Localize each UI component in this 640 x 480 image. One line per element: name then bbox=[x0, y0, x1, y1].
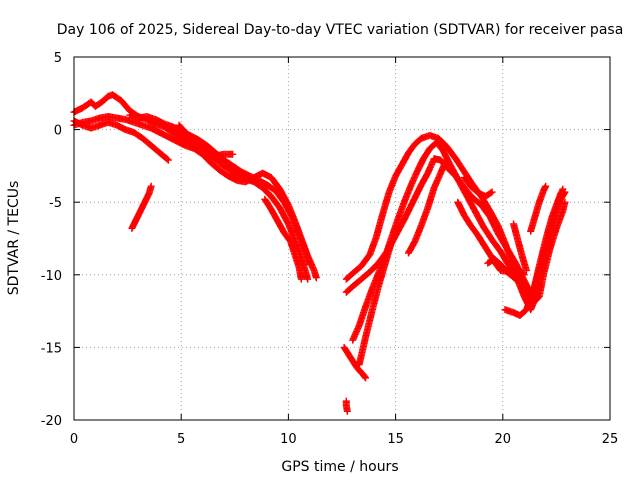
y-tick-labels: 5 0 -5 -10 -15 -20 bbox=[41, 51, 62, 429]
axis-ticks bbox=[73, 56, 611, 421]
data-point-track-16 bbox=[520, 271, 528, 279]
data-point-track-18 bbox=[522, 266, 530, 274]
x-tick-label: 15 bbox=[387, 432, 404, 447]
y-tick-label: 5 bbox=[54, 51, 62, 66]
data-point-track-16 bbox=[519, 270, 527, 278]
y-tick-label: 0 bbox=[54, 124, 62, 139]
data-point-track-8 bbox=[362, 374, 370, 382]
x-tick-labels: 0 5 10 15 20 25 bbox=[70, 432, 618, 447]
x-tick-label: 25 bbox=[602, 432, 619, 447]
data-point-track-20 bbox=[512, 275, 520, 283]
data-point-track-9 bbox=[343, 407, 351, 415]
data-point-track-5 bbox=[304, 275, 312, 283]
data-point-track-13 bbox=[387, 239, 395, 247]
x-tick-label: 0 bbox=[70, 432, 78, 447]
data-point-track-3 bbox=[164, 156, 172, 164]
chart-title: Day 106 of 2025, Sidereal Day-to-day VTE… bbox=[57, 22, 624, 38]
y-tick-label: -10 bbox=[41, 269, 62, 284]
y-tick-label: -15 bbox=[41, 341, 62, 356]
x-tick-label: 10 bbox=[280, 432, 297, 447]
x-tick-label: 20 bbox=[495, 432, 512, 447]
data-point-track-17 bbox=[559, 185, 567, 193]
data-points bbox=[70, 91, 569, 415]
plot-frame bbox=[73, 56, 611, 421]
data-point-track-1 bbox=[229, 150, 237, 158]
data-point-track-8 bbox=[361, 373, 369, 381]
data-point-track-15 bbox=[487, 189, 495, 197]
data-point-track-6 bbox=[147, 182, 155, 190]
data-point-track-19 bbox=[542, 182, 550, 190]
data-point-track-7 bbox=[297, 275, 305, 283]
data-point-track-14 bbox=[441, 159, 449, 167]
data-point-track-15 bbox=[488, 188, 496, 196]
data-point-track-20 bbox=[511, 274, 519, 282]
x-tick-label: 5 bbox=[177, 432, 185, 447]
y-axis-title: SDTVAR / TECUs bbox=[6, 181, 22, 296]
data-point-track-2 bbox=[312, 274, 320, 282]
data-point-track-3 bbox=[163, 155, 171, 163]
y-tick-label: -20 bbox=[41, 414, 62, 429]
gridlines bbox=[74, 57, 610, 420]
y-tick-label: -5 bbox=[49, 196, 62, 211]
data-point-track-4 bbox=[306, 261, 314, 269]
x-axis-title: GPS time / hours bbox=[281, 459, 398, 475]
